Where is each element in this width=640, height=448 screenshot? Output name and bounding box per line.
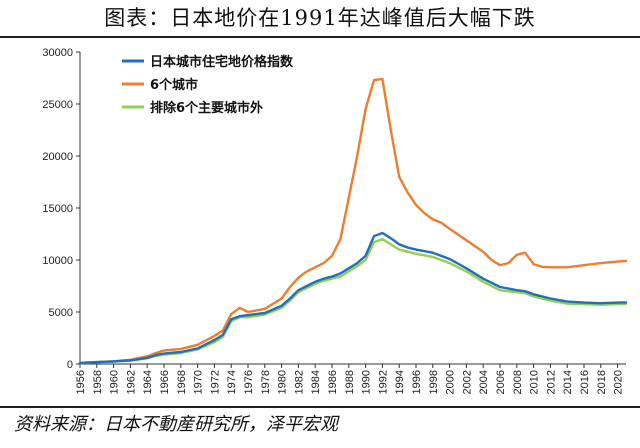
x-tick-label: 1960: [109, 370, 121, 394]
series-line: [78, 238, 628, 365]
line-chart: 0 5000 10000 15000 20000 25000 30000 1956 1958 19…: [42, 47, 628, 394]
x-tick-label: 2020: [613, 370, 625, 394]
x-tick-label: 1984: [310, 370, 322, 394]
chart-title: 图表：日本地价在1991年达峰值后大幅下跌: [104, 6, 536, 30]
y-tick-label: 10000: [42, 255, 73, 267]
y-tick-label: 20000: [42, 151, 73, 163]
x-tick-label: 2008: [512, 370, 524, 394]
y-tick-label: 30000: [42, 47, 73, 59]
legend-label: 排除6个主要城市外: [150, 100, 263, 116]
x-tick-label: 2012: [545, 370, 557, 394]
x-tick-label: 1988: [344, 370, 356, 394]
x-tick-label: 2006: [495, 370, 507, 394]
y-tick-label: 0: [67, 359, 73, 371]
x-tick-label: 1956: [75, 370, 87, 394]
x-tick-label: 1974: [226, 370, 238, 394]
series-line: [78, 77, 628, 365]
x-tick-label: 2018: [596, 370, 608, 394]
x-tick-label: 1990: [361, 370, 373, 394]
x-tick-label: 1968: [176, 370, 188, 394]
x-tick-label: 1992: [377, 370, 389, 394]
x-tick-label: 2016: [579, 370, 591, 394]
x-tick-label: 1958: [92, 370, 104, 394]
y-tick-label: 15000: [42, 203, 73, 215]
x-tick-label: 2010: [529, 370, 541, 394]
legend-label: 6个城市: [150, 77, 198, 93]
x-tick-label: 1970: [193, 370, 205, 394]
y-tick-label: 5000: [49, 307, 73, 319]
y-tick-label: 25000: [42, 99, 73, 111]
x-tick-label: 1982: [293, 370, 305, 394]
x-tick-label: 1994: [394, 370, 406, 394]
x-tick-label: 1986: [327, 370, 339, 394]
x-tick-label: 1964: [142, 370, 154, 394]
x-tick-label: 1966: [159, 370, 171, 394]
source-note: 资料来源：日本不動産研究所，泽平宏观: [14, 414, 338, 435]
x-tick-label: 2002: [461, 370, 473, 394]
x-tick-label: 1998: [428, 370, 440, 394]
x-tick-label: 1972: [209, 370, 221, 394]
x-tick-label: 1978: [260, 370, 272, 394]
x-tick-label: 1996: [411, 370, 423, 394]
x-tick-label: 1980: [277, 370, 289, 394]
x-tick-label: 2000: [445, 370, 457, 394]
x-tick-label: 1976: [243, 370, 255, 394]
legend-label: 日本城市住宅地价格指数: [150, 54, 294, 70]
x-tick-label: 1962: [125, 370, 137, 394]
series-line: [78, 231, 628, 365]
x-tick-label: 2014: [562, 370, 574, 394]
source-divider: [0, 406, 640, 408]
title-divider: [0, 36, 640, 38]
x-tick-label: 2004: [478, 370, 490, 394]
